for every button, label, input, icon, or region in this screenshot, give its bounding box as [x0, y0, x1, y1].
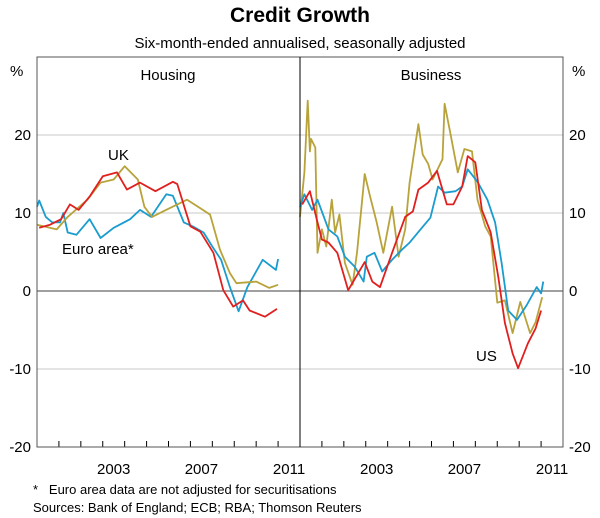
series-label-euro-area: Euro area* — [62, 241, 134, 258]
series-label-us: US — [476, 348, 497, 365]
x-tick-label: 2003 — [360, 461, 393, 478]
series-line-euro-area-business — [299, 168, 545, 321]
y-tick-label-right: 20 — [569, 127, 586, 144]
plot-lines — [36, 99, 545, 370]
x-tick-label: 2011 — [273, 461, 305, 478]
y-tick-label-right: -10 — [569, 361, 591, 378]
panel-title-business: Business — [401, 67, 462, 84]
y-tick-label-left: 20 — [14, 127, 31, 144]
series-label-uk: UK — [108, 147, 129, 164]
series-line-us-business — [301, 155, 542, 370]
plot-frame — [36, 56, 564, 448]
y-tick-label-left: -20 — [9, 439, 31, 456]
y-tick-label-right: -20 — [569, 439, 591, 456]
y-tick-label-left: 10 — [14, 205, 31, 222]
x-tick-label: 2003 — [97, 461, 130, 478]
axis-labels: -20 -20 -10 -10 0 0 10 10 20 20 2003 2007 2011 2003 20… — [9, 127, 590, 478]
panel-title-housing: Housing — [140, 67, 195, 84]
y-unit-right: % — [572, 63, 585, 80]
sources: Sources: Bank of England; ECB; RBA; Thom… — [33, 500, 362, 515]
x-tick-label: 2007 — [448, 461, 481, 478]
chart-subtitle: Six-month-ended annualised, seasonally a… — [134, 35, 465, 52]
y-tick-label-left: 0 — [23, 283, 31, 300]
y-unit-left: % — [10, 63, 23, 80]
y-tick-label-right: 10 — [569, 205, 586, 222]
series-line-us-housing — [38, 171, 278, 318]
y-tick-label-right: 0 — [569, 283, 577, 300]
series-line-uk-housing — [36, 165, 279, 289]
x-tick-label: 2007 — [185, 461, 218, 478]
footnote: * Euro area data are not adjusted for se… — [33, 482, 337, 497]
chart-title: Credit Growth — [230, 4, 370, 27]
x-tick-label: 2011 — [536, 461, 568, 478]
y-tick-label-left: -10 — [9, 361, 31, 378]
